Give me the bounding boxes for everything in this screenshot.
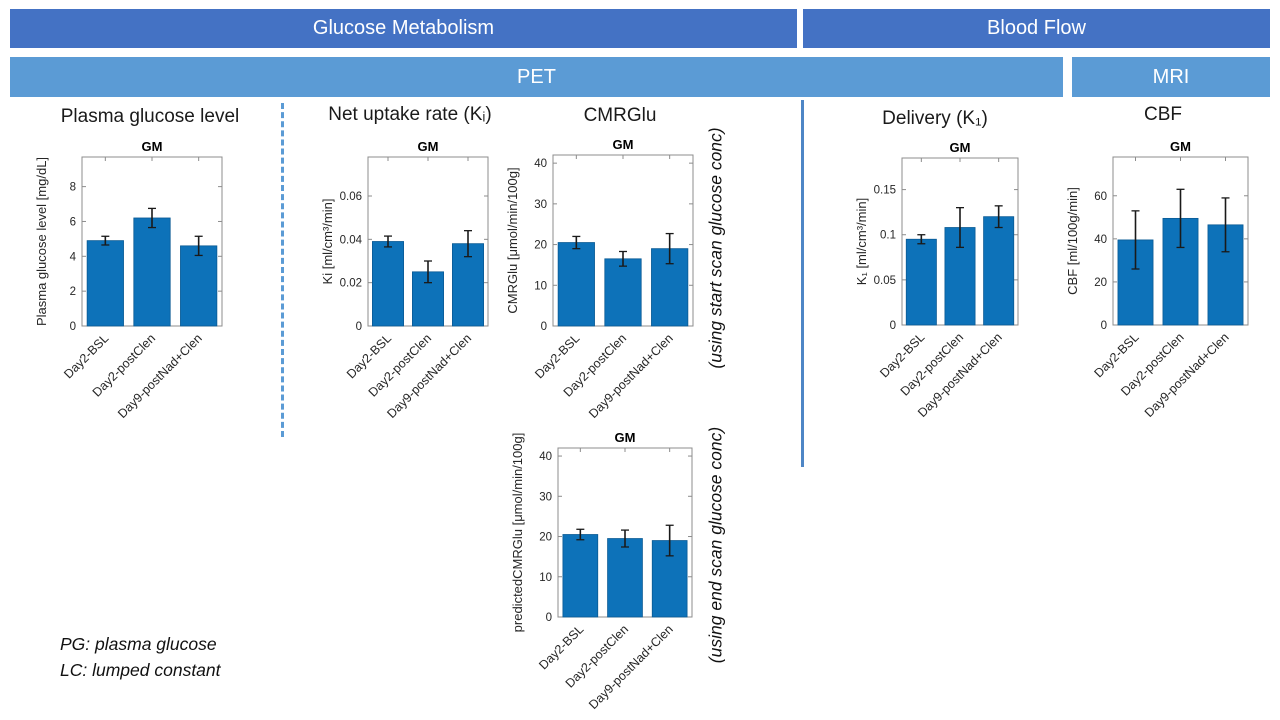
banner-glucose-metabolism: Glucose Metabolism	[10, 9, 797, 48]
bar	[607, 538, 643, 618]
y-tick-label: 10	[534, 280, 547, 292]
y-tick-label: 40	[1094, 234, 1107, 246]
annotation-start-scan: (using start scan glucose conc)	[705, 127, 726, 369]
y-tick-label: 0	[890, 320, 896, 332]
bar	[133, 217, 171, 327]
y-tick-label: 40	[539, 451, 552, 463]
y-tick-label: 30	[539, 491, 552, 503]
bar	[983, 216, 1015, 326]
y-tick-label: 0	[1101, 320, 1107, 332]
x-tick-label: Day2-BSL	[532, 331, 582, 381]
subplot-title: GM	[950, 140, 971, 155]
y-tick-label: 0	[546, 612, 552, 624]
y-tick-label: 10	[539, 572, 552, 584]
bar	[86, 240, 124, 327]
title-net-uptake-rate: Net uptake rate (Kᵢ)	[328, 104, 492, 125]
subplot-title: GM	[142, 139, 163, 154]
banner-mri: MRI	[1072, 57, 1270, 97]
y-tick-label: 0.06	[340, 191, 362, 203]
dashed-section-divider	[281, 103, 284, 437]
bar	[604, 258, 642, 327]
bar	[562, 534, 599, 618]
y-tick-label: 0	[70, 321, 76, 333]
bar	[451, 243, 484, 327]
subplot-title: GM	[613, 137, 634, 152]
y-axis-label: predictedCMRGlu [μmol/min/100g]	[510, 433, 525, 633]
title-cmrglu: CMRGlu	[583, 105, 657, 126]
y-tick-label: 20	[539, 532, 552, 544]
x-tick-label: Day9-postNad+Clen	[115, 331, 205, 421]
footnote-lc: LC: lumped constant	[60, 660, 221, 680]
y-tick-label: 6	[70, 216, 76, 228]
subplot-title: GM	[1170, 139, 1191, 154]
banner-blood-flow: Blood Flow	[803, 9, 1270, 48]
y-axis-label: K₁ [ml/cm³/min]	[854, 198, 869, 285]
y-tick-label: 0.15	[874, 185, 896, 197]
banner-pet: PET	[10, 57, 1063, 97]
x-tick-label: Day9-postNad+Clen	[586, 622, 676, 712]
title-cbf: CBF	[1144, 104, 1182, 125]
y-axis-label: Plasma glucose level [mg/dL]	[34, 157, 49, 326]
bar	[180, 245, 218, 327]
cmrglu-chart: GM 0 10 20 30 40 CMRGlu [μmol/min/100g] Day2-BS…	[505, 137, 694, 421]
y-tick-label: 20	[534, 240, 547, 252]
y-axis-label: Ki [ml/cm³/min]	[320, 199, 335, 285]
plasma-glucose-chart: GM 0 2 4 6 8 Plasma glucose level [mg/dL] Day2-…	[34, 139, 223, 421]
bar	[372, 241, 405, 327]
y-axis-label: CBF [ml/100g/min]	[1065, 187, 1080, 295]
y-tick-label: 60	[1094, 191, 1107, 203]
y-tick-label: 2	[70, 286, 76, 298]
subplot-title: GM	[615, 430, 636, 445]
annotation-end-scan: (using end scan glucose conc)	[705, 426, 726, 664]
title-delivery-k1: Delivery (K₁)	[882, 108, 988, 129]
solid-section-divider	[801, 100, 804, 467]
y-tick-label: 4	[70, 251, 77, 263]
y-tick-label: 0	[356, 321, 362, 333]
y-tick-label: 40	[534, 158, 547, 170]
x-tick-label: Day9-postNad+Clen	[586, 331, 676, 421]
title-plasma-glucose: Plasma glucose level	[60, 106, 240, 127]
y-tick-label: 30	[534, 199, 547, 211]
y-tick-label: 0.05	[874, 275, 896, 287]
y-tick-label: 0.1	[880, 230, 896, 242]
subplot-title: GM	[418, 139, 439, 154]
y-tick-label: 20	[1094, 277, 1107, 289]
y-tick-label: 8	[70, 182, 76, 194]
y-axis-label: CMRGlu [μmol/min/100g]	[505, 167, 520, 313]
x-tick-label: Day9-postNad+Clen	[1142, 330, 1232, 420]
predicted-cmrglu-chart: GM 0 10 20 30 40 predictedCMRGlu [μmol/min/100…	[510, 430, 693, 712]
y-tick-label: 0.02	[340, 278, 362, 290]
footnote-pg: PG: plasma glucose	[60, 634, 217, 654]
x-tick-label: Day2-BSL	[61, 331, 111, 381]
y-tick-label: 0.04	[340, 234, 363, 246]
y-tick-label: 0	[541, 321, 547, 333]
bar	[557, 242, 595, 327]
bar	[905, 238, 937, 326]
